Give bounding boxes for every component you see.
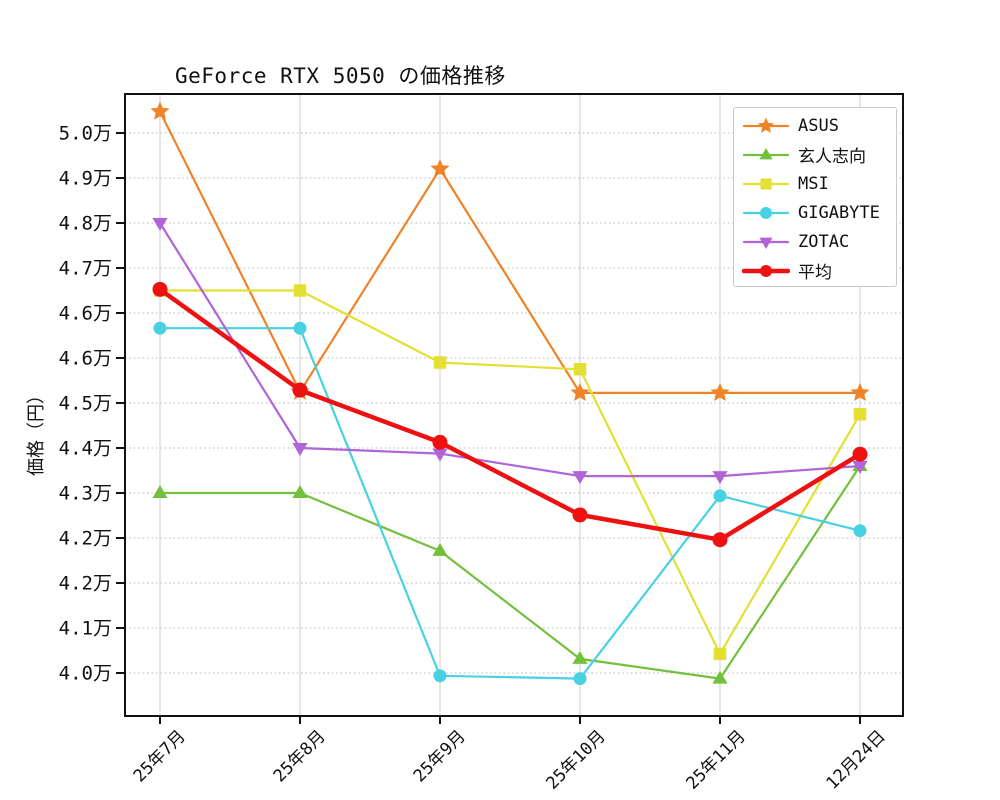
marker-triangle-down — [712, 471, 728, 485]
y-tick-label: 4.2万 — [59, 573, 112, 595]
legend-marker-triangle-down — [742, 237, 790, 249]
series-line-ASUS — [158, 110, 862, 394]
y-tick-label: 4.7万 — [59, 258, 112, 280]
marker-circle — [573, 672, 587, 686]
y-tick-label: 4.3万 — [59, 483, 112, 505]
marker-triangle-up — [759, 147, 773, 159]
y-tick-label: 4.0万 — [59, 663, 112, 685]
y-tick-label: 4.9万 — [59, 168, 112, 190]
marker-star — [150, 101, 170, 120]
marker-triangle-down — [852, 461, 868, 474]
y-tick-label: 4.6万 — [59, 303, 112, 325]
axis-ticks: 5.0万 4.9万 4.8万 4.7万 4.6万 4.6万 4.5万 4.4万 4.3万 4.2万… — [59, 123, 861, 724]
legend: ASUS 玄人志向 MSI GIGABYTE ZOTAC 平均 — [733, 107, 897, 287]
y-tick-label: 4.8万 — [59, 213, 112, 235]
series-line-MSI — [158, 289, 862, 656]
marker-circle — [153, 321, 167, 335]
legend-label: MSI — [798, 173, 829, 194]
marker-circle — [293, 321, 307, 335]
y-tick-label: 4.5万 — [59, 393, 112, 415]
marker-star — [757, 117, 775, 133]
y-tick-label: 4.1万 — [59, 618, 112, 640]
marker-star — [710, 382, 730, 401]
legend-item-玄人志向: 玄人志向 — [742, 140, 896, 169]
legend-marker-circle — [742, 206, 790, 219]
plot-border — [124, 93, 904, 717]
marker-circle — [712, 532, 728, 548]
marker-square — [573, 363, 587, 376]
y-tick-label: 5.0万 — [59, 123, 112, 145]
series-line-GIGABYTE — [158, 327, 862, 680]
marker-square — [713, 647, 727, 661]
legend-item-MSI: MSI — [742, 169, 896, 198]
marker-circle — [713, 489, 727, 503]
marker-square — [853, 408, 867, 421]
marker-circle — [433, 669, 447, 683]
y-axis-label: 価格（円） — [26, 386, 47, 476]
marker-circle — [292, 382, 308, 398]
legend-label: ASUS — [798, 115, 839, 136]
marker-triangle-down — [572, 471, 588, 485]
marker-star — [430, 159, 450, 178]
legend-label: GIGABYTE — [798, 202, 880, 223]
marker-circle — [760, 264, 772, 277]
legend-label: ZOTAC — [798, 231, 850, 252]
legend-item-GIGABYTE: GIGABYTE — [742, 198, 896, 227]
series-ZOTAC — [152, 218, 868, 485]
marker-star — [570, 382, 590, 401]
series-line-ZOTAC — [158, 221, 862, 478]
chart-title: GeForce RTX 5050 の価格推移 — [175, 64, 506, 88]
marker-circle — [432, 434, 448, 450]
series-line-平均 — [157, 287, 863, 542]
marker-circle — [853, 524, 867, 538]
marker-triangle-down — [759, 237, 773, 249]
series-line-玄人志向 — [158, 464, 862, 680]
legend-marker-square — [742, 178, 790, 189]
y-tick-label: 4.4万 — [59, 438, 112, 460]
series-ASUS — [150, 101, 870, 401]
legend-label: 平均 — [798, 263, 832, 283]
marker-circle — [572, 507, 588, 523]
marker-triangle-up — [432, 542, 448, 556]
legend-item-ASUS: ASUS — [742, 111, 896, 140]
legend-item-ZOTAC: ZOTAC — [742, 227, 896, 256]
marker-triangle-down — [292, 443, 308, 456]
series-玄人志向 — [152, 458, 868, 684]
marker-triangle-down — [432, 448, 448, 462]
legend-item-平均: 平均 — [742, 256, 896, 285]
marker-triangle-up — [292, 485, 308, 498]
marker-triangle-up — [152, 485, 168, 498]
marker-square — [293, 284, 307, 297]
legend-marker-star — [742, 117, 790, 133]
y-tick-label: 4.2万 — [59, 528, 112, 550]
series-平均 — [152, 281, 868, 548]
marker-triangle-up — [712, 670, 728, 684]
series-GIGABYTE — [153, 321, 867, 686]
marker-circle — [852, 446, 868, 462]
marker-triangle-up — [572, 650, 588, 664]
marker-circle — [152, 281, 168, 297]
marker-square — [433, 356, 447, 369]
marker-square — [760, 178, 772, 189]
marker-circle — [760, 206, 772, 219]
y-tick-label: 4.6万 — [59, 348, 112, 370]
legend-marker-circle — [742, 264, 790, 277]
marker-star — [850, 382, 870, 401]
marker-triangle-down — [152, 218, 168, 231]
legend-label: 玄人志向 — [798, 147, 866, 167]
legend-marker-triangle-up — [742, 147, 790, 159]
